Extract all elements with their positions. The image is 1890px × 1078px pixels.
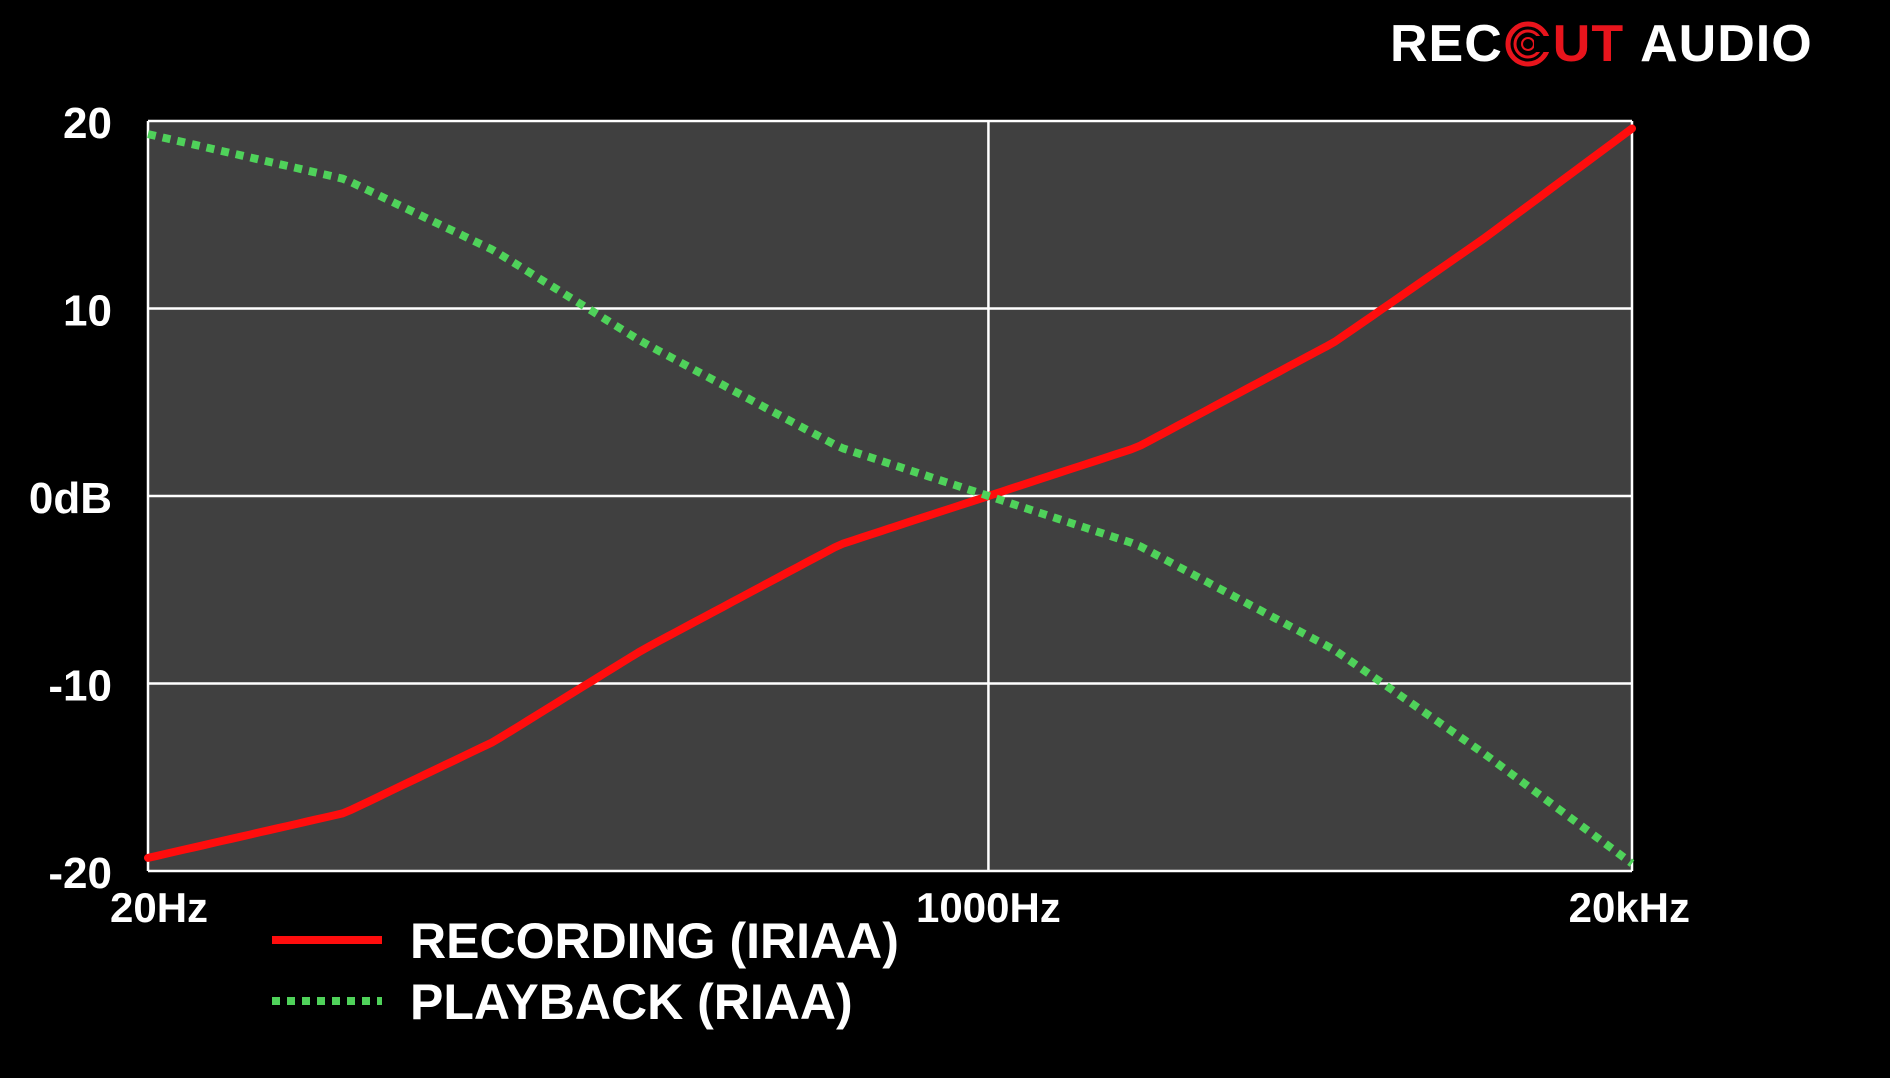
brand-logo: REC UT AUDIO xyxy=(1390,14,1813,74)
grid xyxy=(146,119,1634,873)
legend: RECORDING (IRIAA)PLAYBACK (RIAA) xyxy=(272,913,899,1030)
legend-label-recording: RECORDING (IRIAA) xyxy=(410,913,899,969)
y-tick-label: 0dB xyxy=(29,474,112,523)
y-tick-label: -10 xyxy=(48,662,112,711)
y-axis: 20 10 0dB -10 -20 xyxy=(29,99,112,898)
legend-label-playback: PLAYBACK (RIAA) xyxy=(410,974,853,1030)
y-tick-label: 20 xyxy=(63,99,112,148)
x-tick-label: 1000Hz xyxy=(916,884,1061,931)
y-tick-label: 10 xyxy=(63,287,112,336)
brand-text-rec: REC xyxy=(1390,15,1503,73)
y-tick-label: -20 xyxy=(48,849,112,898)
x-tick-label: 20kHz xyxy=(1569,884,1690,931)
brand-text-audio: AUDIO xyxy=(1640,15,1813,73)
series-recording-line xyxy=(144,124,1636,862)
brand-text-ut: UT xyxy=(1552,15,1625,73)
series-layer xyxy=(144,124,1636,867)
record-ring-icon xyxy=(1505,21,1552,67)
x-axis: 20Hz 1000Hz 20kHz xyxy=(110,884,1690,931)
x-tick-label: 20Hz xyxy=(110,884,208,931)
series-playback-line xyxy=(147,130,1635,867)
